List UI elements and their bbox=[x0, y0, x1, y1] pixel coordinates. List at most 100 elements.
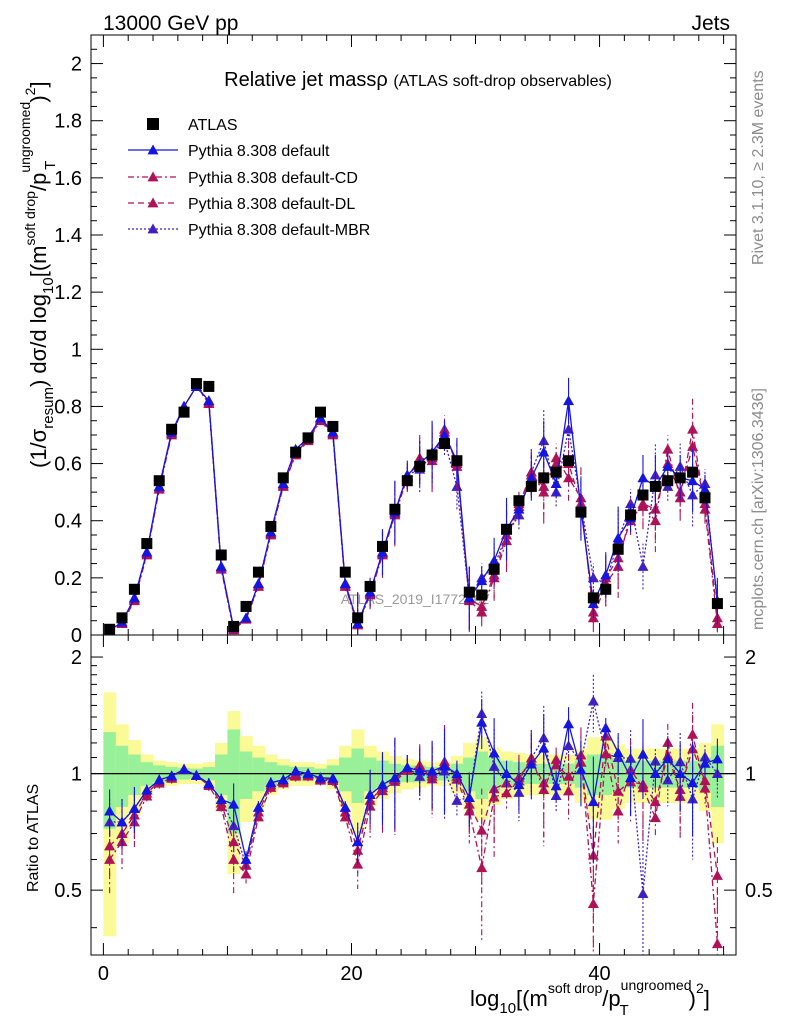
main-y-tick-label: 1.4 bbox=[54, 225, 82, 247]
ratio-point bbox=[649, 768, 661, 778]
atlas-data-point bbox=[389, 503, 401, 515]
ratio-point bbox=[476, 716, 488, 727]
series-point bbox=[476, 606, 488, 617]
main-y-tick-label: 1 bbox=[71, 339, 82, 361]
main-y-tick-label: 1.8 bbox=[54, 111, 82, 133]
ratio-point bbox=[116, 816, 128, 827]
ratio-point bbox=[699, 775, 711, 786]
ratio-point bbox=[662, 753, 674, 764]
series-point bbox=[563, 472, 575, 483]
ratio-y-tick-label-right: 0.5 bbox=[745, 880, 773, 902]
ratio-point bbox=[488, 747, 500, 758]
x-tick-label: 20 bbox=[340, 963, 362, 985]
ratio-point bbox=[600, 748, 612, 759]
atlas-data-point bbox=[501, 523, 513, 535]
ratio-point bbox=[612, 747, 624, 757]
ratio-point bbox=[314, 772, 326, 783]
series-point bbox=[649, 515, 661, 526]
atlas-data-point bbox=[525, 480, 537, 492]
atlas-data-point bbox=[265, 520, 277, 532]
ratio-point bbox=[228, 798, 240, 809]
series-point bbox=[600, 569, 612, 580]
ratio-point bbox=[265, 777, 277, 788]
series-point bbox=[141, 546, 153, 557]
series-point bbox=[563, 395, 575, 406]
x-axis-label: log10[(msoft drop/pungroomed T)2] bbox=[470, 977, 710, 1019]
series-point bbox=[637, 560, 649, 571]
ratio-point bbox=[327, 772, 339, 783]
main-data-layer bbox=[104, 377, 723, 635]
series-point bbox=[563, 423, 575, 434]
series-point bbox=[215, 560, 227, 571]
ratio-band-inner bbox=[252, 757, 266, 792]
ratio-point bbox=[501, 787, 513, 798]
atlas-data-point bbox=[252, 566, 264, 578]
ratio-point bbox=[439, 760, 451, 771]
ratio-point bbox=[104, 853, 116, 864]
series-point bbox=[662, 460, 674, 471]
header-left: 13000 GeV pp bbox=[103, 12, 238, 35]
atlas-data-point bbox=[190, 378, 202, 390]
ratio-point bbox=[203, 778, 215, 788]
atlas-data-point bbox=[203, 380, 215, 392]
atlas-data-point bbox=[612, 543, 624, 555]
ratio-point bbox=[612, 805, 624, 816]
main-y-tick-label: 0 bbox=[71, 625, 82, 647]
ratio-point bbox=[501, 768, 513, 778]
ratio-point bbox=[178, 763, 190, 774]
ratio-point bbox=[414, 765, 426, 776]
analysis-watermark: ATLAS_2019_I1772062 bbox=[341, 591, 490, 607]
ratio-point bbox=[563, 740, 575, 751]
ratio-y-tick-label-right: 1 bbox=[745, 764, 756, 786]
series-point bbox=[637, 472, 649, 483]
series-point bbox=[662, 443, 674, 454]
ratio-point bbox=[240, 853, 252, 864]
atlas-data-point bbox=[625, 509, 637, 521]
series-point bbox=[240, 612, 252, 623]
ratio-point bbox=[575, 764, 587, 775]
ratio-point bbox=[141, 784, 153, 795]
atlas-data-point bbox=[711, 598, 723, 610]
main-y-tick-label: 0.6 bbox=[54, 454, 82, 476]
ratio-point bbox=[550, 753, 562, 764]
legend-label: Pythia 8.308 default bbox=[188, 143, 330, 160]
ratio-point bbox=[389, 771, 401, 782]
series-point bbox=[538, 486, 550, 497]
ratio-point bbox=[401, 761, 413, 772]
ratio-y-axis-label: Ratio to ATLAS bbox=[25, 784, 42, 892]
ratio-point bbox=[687, 777, 699, 788]
ratio-point bbox=[190, 770, 202, 780]
ratio-point bbox=[228, 853, 240, 864]
series-point bbox=[203, 395, 215, 406]
atlas-data-point bbox=[364, 580, 376, 592]
legend-marker-atlas bbox=[147, 118, 159, 130]
ratio-point bbox=[563, 718, 575, 729]
ratio-point bbox=[476, 862, 488, 873]
ratio-point bbox=[625, 772, 637, 783]
atlas-data-point bbox=[587, 592, 599, 604]
atlas-data-point bbox=[662, 475, 674, 487]
ratio-point bbox=[649, 812, 661, 823]
ratio-data-layer bbox=[104, 674, 723, 955]
ratio-point bbox=[476, 824, 488, 835]
ratio-point bbox=[166, 770, 178, 781]
legend-marker bbox=[147, 223, 159, 234]
ratio-point bbox=[339, 801, 351, 812]
ratio-point bbox=[376, 779, 388, 790]
atlas-data-point bbox=[538, 472, 550, 484]
ratio-point bbox=[277, 774, 289, 785]
series-point bbox=[687, 423, 699, 434]
atlas-data-point bbox=[550, 466, 562, 478]
atlas-data-point bbox=[451, 455, 463, 467]
ratio-point bbox=[587, 695, 599, 706]
legend-marker bbox=[147, 197, 159, 208]
ratio-y-tick-label: 2 bbox=[71, 647, 82, 669]
ratio-uncertainty-bands bbox=[91, 692, 736, 937]
series-point bbox=[687, 475, 699, 486]
ratio-band-inner bbox=[103, 732, 117, 829]
atlas-data-point bbox=[314, 406, 326, 418]
atlas-data-point bbox=[339, 566, 351, 578]
atlas-data-point bbox=[240, 600, 252, 612]
atlas-data-point bbox=[600, 583, 612, 595]
series-point bbox=[538, 446, 550, 457]
